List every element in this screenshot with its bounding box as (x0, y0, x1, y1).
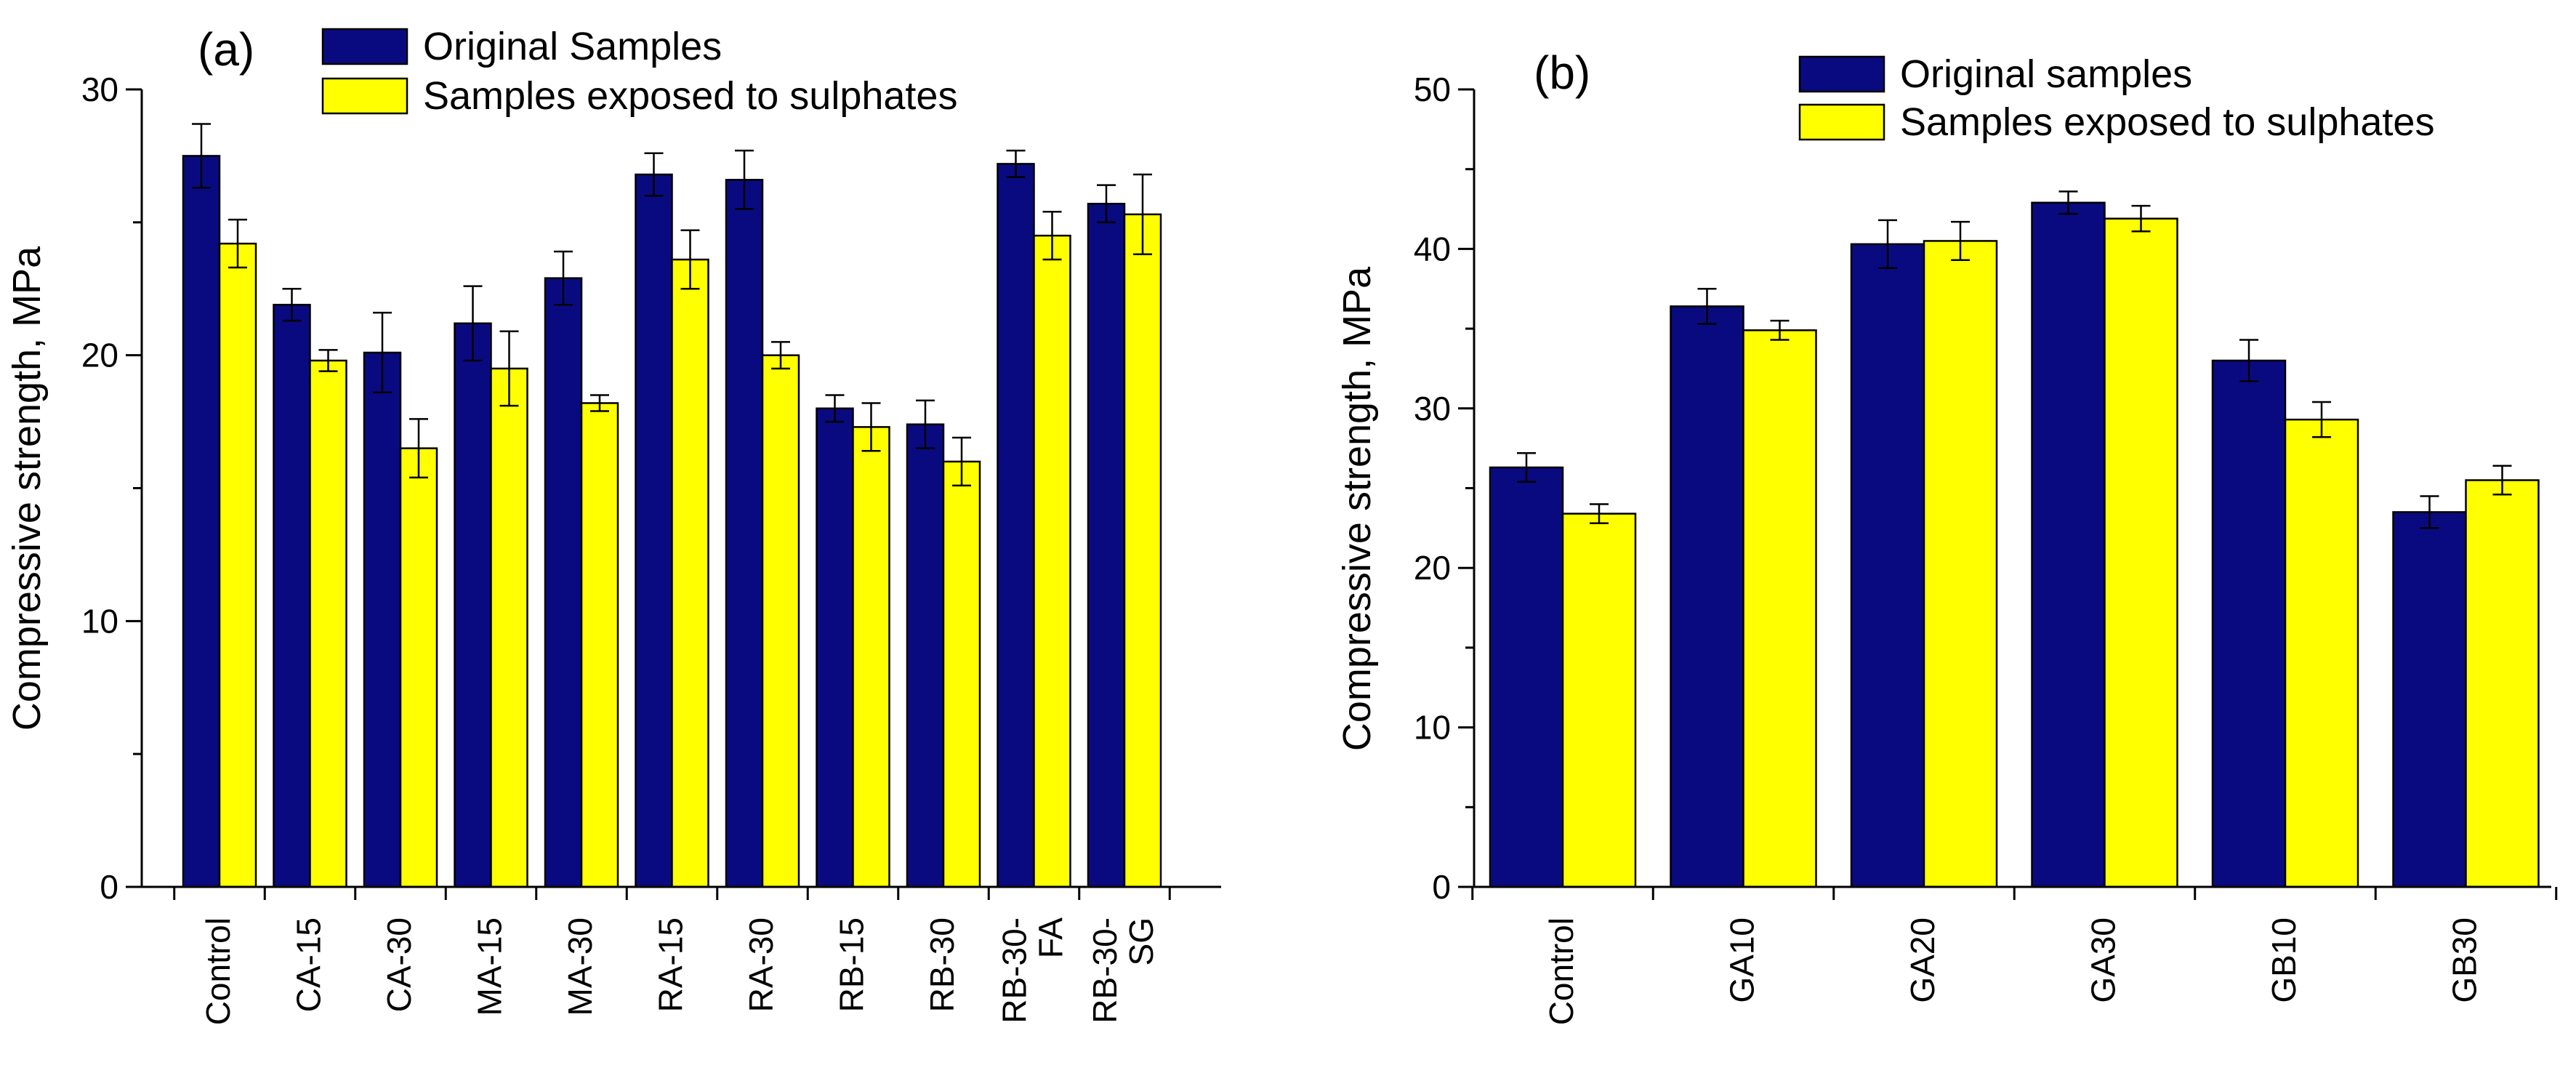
panel-b: 0 10 20 30 40 50 Control GA10 GA20 GA30 GB10 GB30 Co… (1335, 47, 2558, 1025)
x-tick-label-8: RB-30 (923, 917, 961, 1012)
x-tick-label-4: GB10 (2265, 917, 2303, 1003)
bar-original-7 (816, 407, 854, 888)
bar-sulphate-3 (490, 367, 528, 888)
y-axis-title: Compressive strength, MPa (5, 246, 49, 731)
x-tick-label-1: GA10 (1723, 917, 1761, 1003)
x-tick-label-3: GA30 (2085, 917, 2122, 1003)
bar-original-10 (1087, 202, 1126, 888)
bar-sulphate-10 (1123, 213, 1162, 888)
bar-sulphate-2 (1923, 240, 1998, 888)
x-tick-label-9: FA (1032, 917, 1070, 959)
bar-original-2 (1850, 243, 1925, 888)
x-tick-label-3: MA-15 (471, 917, 509, 1016)
y-tick-label: 10 (81, 602, 118, 640)
bar-original-1 (273, 303, 311, 888)
y-tick-label: 20 (1414, 549, 1451, 587)
bar-original-4 (2211, 359, 2287, 888)
x-tick-label-1: CA-15 (290, 917, 328, 1012)
x-tick-label-2: GA20 (1904, 917, 1941, 1003)
y-tick-label: 30 (1414, 390, 1451, 427)
legend-label-original: Original Samples (423, 25, 722, 68)
x-tick-label-6: RA-30 (742, 917, 780, 1012)
bar-sulphate-5 (671, 258, 709, 888)
bar-sulphate-7 (852, 426, 890, 888)
y-tick-label: 50 (1414, 71, 1451, 108)
x-tick-label-9: RB-30- (996, 917, 1034, 1024)
legend-label-sulphate: Samples exposed to sulphates (423, 74, 957, 118)
x-tick-label-0: Control (1542, 917, 1580, 1025)
y-tick-label: 40 (1414, 230, 1451, 268)
bar-original-0 (182, 155, 221, 888)
bar-sulphate-8 (942, 460, 981, 888)
panel-a: 0 10 20 30 Control CA-15 CA-30 MA-15 MA-30 RA-15 R… (5, 23, 1221, 1025)
bar-original-5 (635, 173, 673, 888)
y-tick-label: 10 (1414, 709, 1451, 747)
bar-sulphate-1 (309, 359, 347, 888)
bar-sulphate-1 (1742, 329, 1817, 888)
bar-sulphate-3 (2104, 217, 2178, 888)
x-tick-label-4: MA-30 (561, 917, 599, 1016)
bar-sulphate-4 (580, 402, 619, 888)
bar-original-6 (725, 179, 764, 888)
legend-swatch-original (321, 28, 408, 65)
legend-swatch-sulphate (1798, 103, 1885, 141)
bar-sulphate-5 (2465, 479, 2540, 888)
bar-original-8 (906, 423, 945, 888)
bar-original-9 (997, 163, 1035, 888)
x-tick-label-5: GB30 (2446, 917, 2484, 1003)
bar-sulphate-0 (218, 242, 257, 888)
bar-original-0 (1489, 466, 1564, 888)
bar-original-4 (544, 277, 583, 888)
bar-original-3 (454, 322, 492, 888)
x-tick-label-5: RA-15 (652, 917, 690, 1012)
bar-sulphate-0 (1561, 513, 1637, 888)
bar-original-5 (2392, 511, 2467, 888)
y-tick-label: 0 (1432, 868, 1451, 906)
bar-original-1 (1670, 305, 1744, 888)
bar-sulphate-4 (2284, 418, 2359, 888)
legend-label-original: Original samples (1900, 52, 2192, 96)
panel-label: (b) (1534, 47, 1590, 99)
y-axis-title: Compressive strength, MPa (1335, 266, 1379, 751)
x-tick-label-7: RB-15 (833, 917, 871, 1012)
legend-swatch-original (1798, 55, 1885, 93)
bar-original-3 (2031, 201, 2106, 888)
y-tick-label: 0 (100, 868, 118, 906)
bar-sulphate-9 (1033, 234, 1071, 888)
bar-original-2 (363, 351, 402, 888)
legend-swatch-sulphate (321, 77, 408, 115)
x-tick-label-0: Control (199, 917, 237, 1025)
panel-label: (a) (198, 23, 254, 76)
x-tick-label-10: RB-30- (1086, 917, 1124, 1024)
legend-label-sulphate: Samples exposed to sulphates (1900, 100, 2434, 144)
x-tick-label-2: CA-30 (380, 917, 418, 1012)
x-tick-label-10: SG (1122, 917, 1160, 965)
bar-sulphate-6 (761, 354, 800, 888)
y-tick-label: 20 (81, 337, 118, 374)
bar-sulphate-2 (399, 447, 438, 888)
y-tick-label: 30 (81, 71, 118, 108)
